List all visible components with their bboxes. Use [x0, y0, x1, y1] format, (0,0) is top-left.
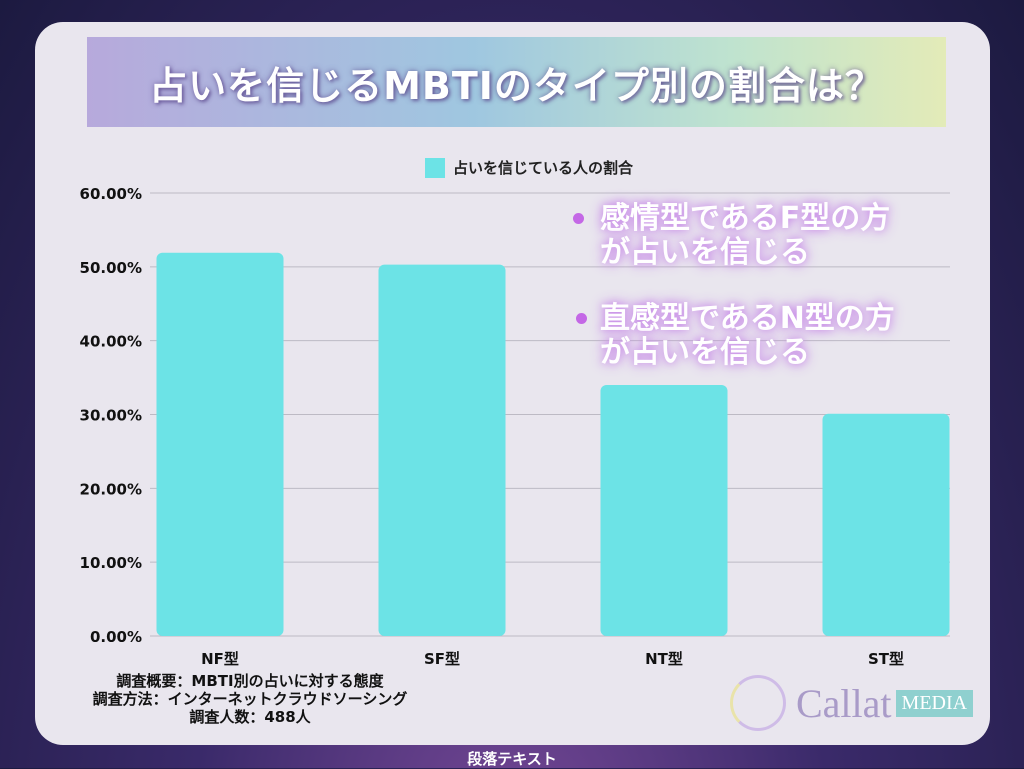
note-2-line-1: 直感型であるN型の方 — [600, 301, 895, 336]
survey-method: 調査方法：インターネットクラウドソーシング — [92, 690, 408, 708]
page-title: 占いを信じるMBTIのタイプ別の割合は？ — [149, 63, 884, 108]
x-tick-label: ST型 — [868, 650, 904, 668]
footer-text: 段落テキスト — [467, 750, 557, 768]
legend-label: 占いを信じている人の割合 — [453, 159, 634, 177]
survey-info: 調査概要：MBTI別の占いに対する態度 調査方法：インターネットクラウドソーシン… — [50, 672, 450, 726]
bullet-icon — [573, 213, 584, 224]
callat-media-logo: Callat MEDIA — [730, 675, 974, 731]
x-tick-label: NT型 — [645, 650, 683, 668]
bar — [378, 264, 506, 636]
legend: 占いを信じている人の割合 — [425, 157, 633, 178]
y-tick-label: 20.00% — [80, 480, 142, 498]
survey-summary: 調査概要：MBTI別の占いに対する態度 — [116, 672, 384, 690]
x-tick-label: SF型 — [424, 650, 460, 668]
legend-swatch — [425, 157, 445, 178]
title-banner: 占いを信じるMBTIのタイプ別の割合は？ — [87, 37, 946, 127]
x-tick-label: NF型 — [201, 650, 239, 668]
note-1-line-1: 感情型であるF型の方 — [600, 201, 891, 236]
note-2-line-2: が占いを信じる — [600, 335, 810, 370]
survey-count: 調査人数：488人 — [189, 708, 311, 726]
y-tick-label: 60.00% — [80, 185, 142, 203]
bar — [600, 384, 728, 636]
y-tick-label: 0.00% — [90, 628, 142, 646]
y-tick-label: 40.00% — [80, 333, 142, 351]
logo-name: Callat — [796, 680, 892, 726]
y-tick-label: 50.00% — [80, 259, 142, 277]
note-2: 直感型であるN型の方 が占いを信じる — [600, 302, 895, 370]
note-1-line-2: が占いを信じる — [600, 235, 810, 270]
logo-mark-icon — [730, 675, 786, 731]
y-tick-label: 10.00% — [80, 554, 142, 572]
note-1: 感情型であるF型の方 が占いを信じる — [600, 202, 890, 270]
logo-badge: MEDIA — [895, 689, 974, 717]
bar — [156, 252, 284, 636]
bullet-icon — [576, 313, 587, 324]
bar — [822, 413, 950, 636]
y-tick-label: 30.00% — [80, 407, 142, 425]
